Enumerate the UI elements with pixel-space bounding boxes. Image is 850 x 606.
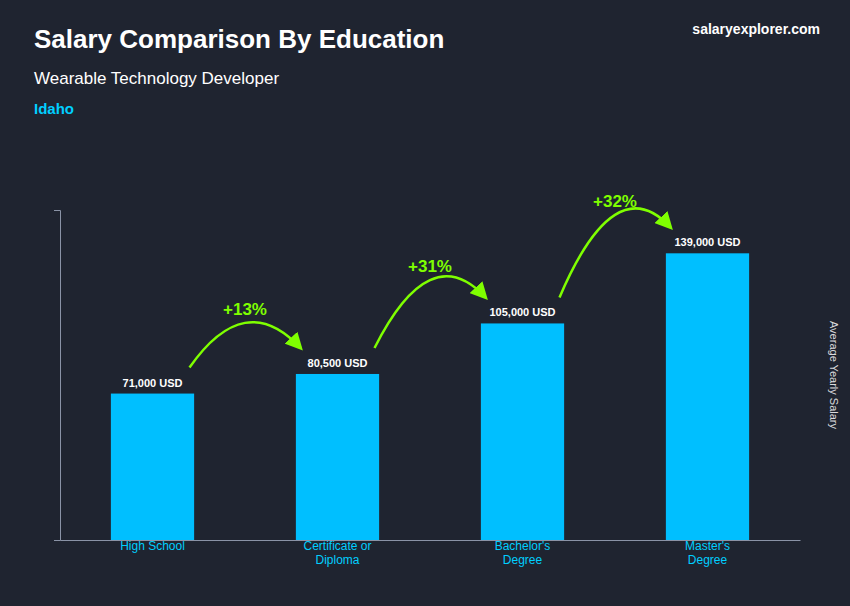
change-label: +32%	[593, 192, 637, 211]
tick-label-line: Degree	[503, 553, 543, 567]
bar	[481, 323, 564, 540]
data-labels: 71,000 USD 80,500 USD 105,000 USD 139,000 U…	[123, 236, 741, 388]
tick: Bachelor'sDegree	[495, 539, 551, 567]
source: salaryexplorer.com	[692, 21, 820, 37]
tick: High School	[120, 539, 185, 553]
background	[0, 0, 850, 606]
bar	[111, 394, 194, 540]
data-label: 80,500 USD	[308, 357, 368, 369]
tick-label: Bachelor'sDegree	[495, 539, 551, 567]
bar	[666, 253, 749, 540]
chart: Salary Comparison By Education Wearable T…	[0, 0, 850, 606]
change-arrow	[190, 322, 301, 367]
change-label: +13%	[223, 300, 267, 319]
tick: Master'sDegree	[685, 539, 730, 567]
change-arrow	[375, 276, 486, 348]
bar	[296, 374, 379, 540]
data-label: 139,000 USD	[674, 236, 740, 248]
change-label: +31%	[408, 257, 452, 276]
data-label: 71,000 USD	[123, 377, 183, 389]
tick-label-line: Bachelor's	[495, 539, 551, 553]
tick-label: Master'sDegree	[685, 539, 730, 567]
annotations: +13% +31% +32%	[190, 192, 671, 368]
subtitle: Idaho	[34, 100, 74, 117]
tick-label-line: Diploma	[315, 553, 359, 567]
tick-label: Certificate orDiploma	[303, 539, 371, 567]
y-axis	[54, 211, 61, 541]
chart-container: Salary Comparison By Education Wearable T…	[0, 0, 850, 606]
change-arrow	[560, 208, 671, 297]
bars	[111, 253, 749, 540]
subtitle: Wearable Technology Developer	[34, 69, 279, 88]
x-axis: High School Certificate orDiploma Bachelor…	[61, 539, 801, 567]
tick-label: High School	[120, 539, 185, 553]
axis-line	[54, 211, 61, 541]
tick-label-line: High School	[120, 539, 185, 553]
tick-label-line: Degree	[688, 553, 728, 567]
tick-label-line: Certificate or	[303, 539, 371, 553]
data-label: 105,000 USD	[489, 306, 555, 318]
y-axis-title: Average Yearly Salary	[828, 321, 840, 430]
title: Salary Comparison By Education	[34, 24, 444, 54]
tick-label-line: Master's	[685, 539, 730, 553]
tick: Certificate orDiploma	[303, 539, 371, 567]
